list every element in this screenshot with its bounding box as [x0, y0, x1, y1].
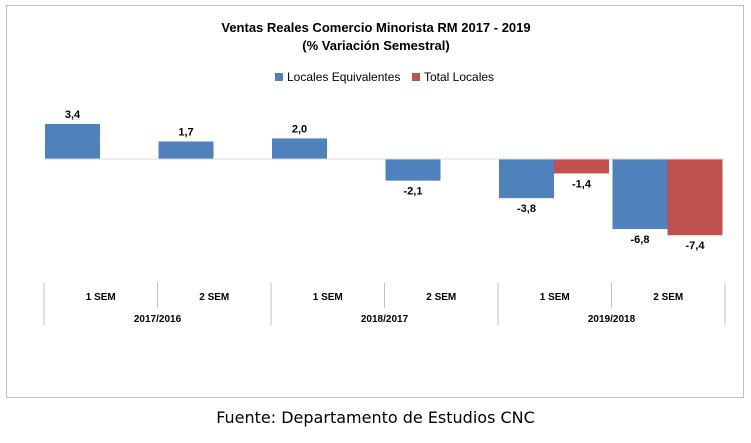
- source-caption: Fuente: Departamento de Estudios CNC: [216, 408, 535, 427]
- bar-total-locales-5: [554, 159, 609, 174]
- category-label-3: 1 SEM: [313, 292, 343, 303]
- bar-locales-equivalentes-6: [612, 159, 668, 230]
- data-label-locales-equivalentes-1: 3,4: [65, 109, 81, 121]
- category-label-4: 2 SEM: [426, 292, 456, 303]
- legend-swatch-1: [275, 73, 283, 81]
- chart-title: Ventas Reales Comercio Minorista RM 2017…: [221, 20, 530, 35]
- category-label-2: 2 SEM: [199, 292, 229, 303]
- legend-swatch-2: [412, 73, 420, 81]
- data-label-locales-equivalentes-3: 2,0: [292, 123, 307, 135]
- legend-label-1: Locales Equivalentes: [287, 70, 400, 84]
- bar-locales-equivalentes-4: [385, 159, 441, 181]
- category-label-5: 1 SEM: [540, 292, 570, 303]
- group-label-2: 2018/2017: [361, 314, 409, 325]
- x-axis: 1 SEM 2 SEM 1 SEM 2 SEM 1 SEM 2 SEM 2017/2016 2…: [43, 158, 726, 325]
- chart-frame: Ventas Reales Comercio Minorista RM 2017…: [6, 5, 744, 398]
- legend: Locales Equivalentes Total Locales: [275, 70, 494, 84]
- data-label-locales-equivalentes-5: -3,8: [517, 203, 536, 215]
- bar-locales-equivalentes-1: [45, 123, 100, 159]
- data-label-locales-equivalentes-4: -2,1: [404, 186, 423, 198]
- group-label-3: 2019/2018: [588, 314, 636, 325]
- legend-label-2: Total Locales: [424, 70, 494, 84]
- data-label-total-locales-6: -7,4: [686, 240, 706, 252]
- data-label-total-locales-5: -1,4: [572, 178, 592, 190]
- category-label-6: 2 SEM: [653, 292, 683, 303]
- data-label-locales-equivalentes-2: 1,7: [178, 126, 193, 138]
- group-label-1: 2017/2016: [134, 314, 182, 325]
- category-label-1: 1 SEM: [86, 292, 116, 303]
- bars-layer: 3,4 1,7 2,0 -2,1 -3,8 -1,4 -6,8 -7,4: [45, 109, 723, 252]
- data-label-locales-equivalentes-6: -6,8: [631, 234, 650, 246]
- chart-subtitle: (% Variación Semestral): [302, 38, 449, 53]
- bar-locales-equivalentes-2: [158, 141, 214, 159]
- bar-locales-equivalentes-3: [272, 138, 327, 159]
- bar-locales-equivalentes-5: [499, 159, 554, 199]
- bar-chart: Ventas Reales Comercio Minorista RM 2017…: [43, 20, 726, 325]
- bar-total-locales-6: [667, 159, 723, 236]
